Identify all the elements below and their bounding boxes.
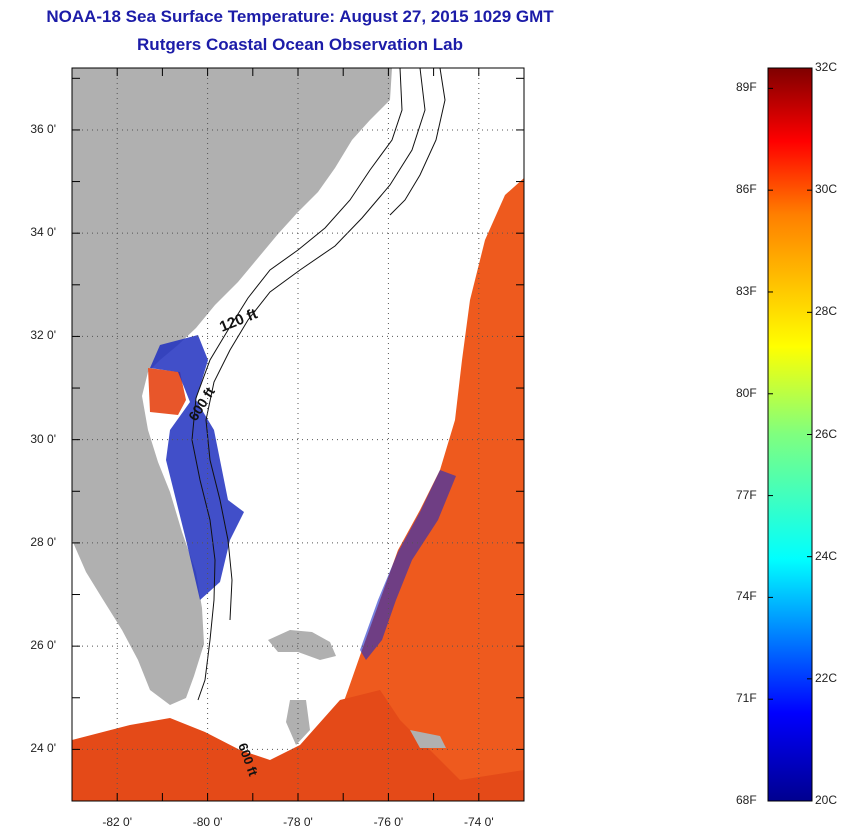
contour-120ft	[191, 68, 403, 701]
fahrenheit-label: 74F	[736, 589, 757, 604]
fahrenheit-label: 86F	[736, 182, 757, 197]
fahrenheit-label: 77F	[736, 487, 757, 502]
fahrenheit-label: 71F	[736, 691, 757, 706]
lon-label: -74 0'	[463, 815, 494, 829]
contour-600ft	[205, 68, 426, 621]
lat-label: 30 0'	[30, 431, 56, 446]
celsius-label: 24C	[815, 548, 838, 563]
lat-label: 34 0'	[30, 225, 56, 240]
lat-label: 28 0'	[30, 534, 56, 549]
lon-label: -80 0'	[192, 815, 223, 829]
celsius-label: 20C	[815, 793, 838, 807]
lon-label: -82 0'	[102, 815, 133, 829]
warm-water-south	[72, 690, 524, 801]
page-subtitle: Rutgers Coastal Ocean Observation Lab	[137, 35, 463, 54]
fahrenheit-label: 83F	[736, 283, 757, 298]
celsius-label: 26C	[815, 426, 838, 441]
lat-label: 36 0'	[30, 121, 56, 136]
cool-water-edge	[360, 470, 456, 660]
lon-label: -76 0'	[373, 815, 404, 829]
land-mainland	[72, 68, 392, 705]
colorbar-ticks	[768, 87, 812, 802]
fahrenheit-label: 89F	[736, 80, 757, 95]
lat-label: 24 0'	[30, 741, 56, 756]
fahrenheit-label: 80F	[736, 385, 757, 400]
celsius-label: 22C	[815, 670, 838, 685]
contour-label-120ft: 120 ft	[217, 305, 260, 335]
celsius-label: 30C	[815, 182, 838, 197]
warm-water-nearshore	[148, 368, 186, 415]
temperature-colorbar	[767, 67, 813, 802]
land-bahamas	[268, 630, 446, 748]
lat-label: 32 0'	[30, 328, 56, 343]
lat-label: 26 0'	[30, 638, 56, 653]
contour-coastal	[389, 68, 446, 216]
lon-label: -78 0'	[283, 815, 313, 829]
celsius-label: 28C	[815, 304, 838, 319]
map-grid	[71, 68, 525, 801]
celsius-label: 32C	[815, 60, 838, 74]
fahrenheit-label: 68F	[736, 793, 757, 807]
page-title: NOAA-18 Sea Surface Temperature: August …	[46, 7, 554, 26]
